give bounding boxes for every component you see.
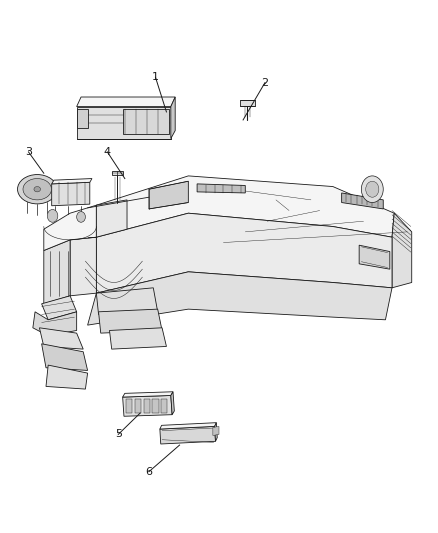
Polygon shape — [197, 184, 245, 193]
Text: 1: 1 — [152, 72, 159, 82]
Polygon shape — [152, 399, 159, 413]
Polygon shape — [52, 182, 90, 206]
Ellipse shape — [18, 174, 57, 204]
Text: 3: 3 — [25, 147, 32, 157]
Polygon shape — [42, 344, 88, 370]
Polygon shape — [123, 109, 169, 134]
Polygon shape — [160, 426, 215, 444]
Polygon shape — [112, 171, 123, 175]
Text: 2: 2 — [261, 78, 268, 87]
Polygon shape — [149, 181, 188, 209]
Polygon shape — [44, 240, 70, 304]
Polygon shape — [160, 423, 216, 429]
Polygon shape — [126, 399, 132, 413]
Polygon shape — [342, 193, 383, 209]
Polygon shape — [88, 272, 392, 325]
Polygon shape — [123, 395, 172, 416]
Polygon shape — [240, 100, 255, 106]
Polygon shape — [123, 392, 173, 397]
Polygon shape — [110, 328, 166, 349]
Circle shape — [47, 209, 58, 222]
Ellipse shape — [23, 179, 52, 200]
Circle shape — [77, 212, 85, 222]
Polygon shape — [213, 426, 219, 435]
Polygon shape — [359, 245, 390, 269]
Polygon shape — [52, 179, 92, 184]
Polygon shape — [42, 296, 77, 320]
Polygon shape — [161, 399, 167, 413]
Ellipse shape — [34, 187, 40, 192]
Polygon shape — [96, 288, 158, 314]
Polygon shape — [70, 237, 96, 296]
Polygon shape — [77, 107, 171, 139]
Polygon shape — [77, 109, 88, 128]
Polygon shape — [44, 205, 96, 251]
Polygon shape — [96, 176, 394, 237]
Text: 6: 6 — [145, 467, 152, 477]
Text: 4: 4 — [104, 147, 111, 157]
Text: 5: 5 — [115, 430, 122, 439]
Polygon shape — [46, 365, 88, 389]
Polygon shape — [171, 97, 175, 139]
Polygon shape — [215, 423, 217, 441]
Polygon shape — [96, 213, 392, 293]
Circle shape — [361, 176, 383, 203]
Polygon shape — [135, 399, 141, 413]
Polygon shape — [392, 213, 412, 288]
Polygon shape — [171, 392, 174, 415]
Polygon shape — [77, 97, 175, 107]
Polygon shape — [96, 200, 127, 237]
Circle shape — [366, 181, 379, 197]
Polygon shape — [99, 309, 162, 333]
Polygon shape — [39, 328, 83, 349]
Polygon shape — [33, 312, 77, 336]
Polygon shape — [144, 399, 150, 413]
